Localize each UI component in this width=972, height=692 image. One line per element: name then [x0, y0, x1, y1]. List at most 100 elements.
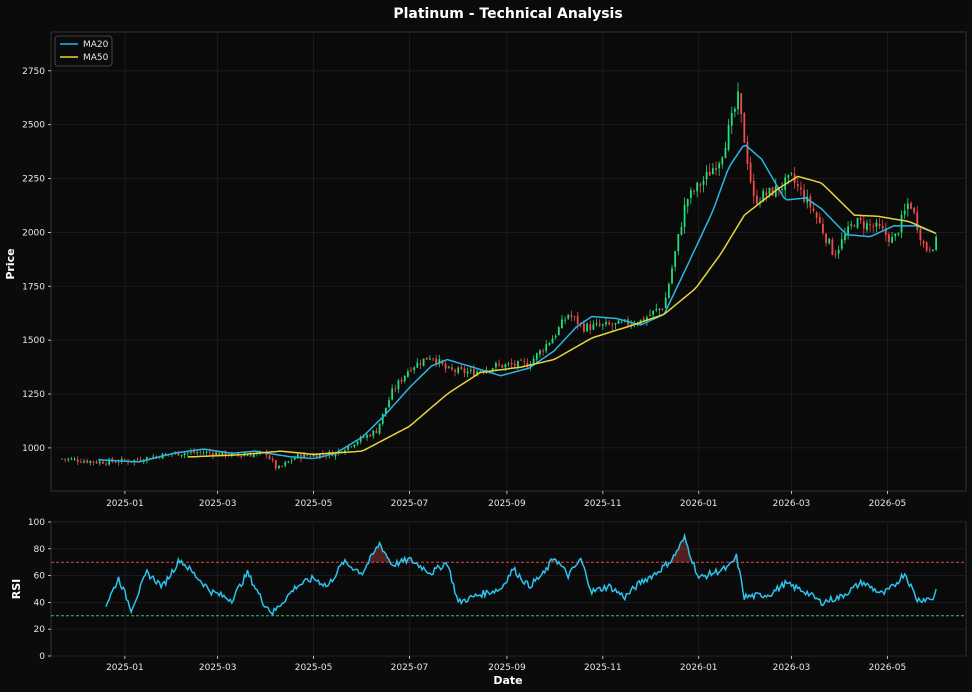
candle-body-down: [92, 461, 95, 463]
candle-body-down: [523, 361, 526, 362]
candle-body-up: [844, 234, 846, 241]
candle-body-down: [526, 362, 529, 368]
candle-body-up: [567, 314, 570, 319]
candle-body-down: [193, 451, 195, 453]
candle-body-up: [495, 363, 497, 368]
candle-body-up: [645, 316, 648, 321]
candle-body-down: [410, 370, 412, 372]
candle-body-up: [517, 360, 519, 367]
candle-body-up: [903, 210, 906, 215]
candle-body-up: [98, 461, 101, 464]
candle-body-up: [850, 224, 853, 226]
candle-body-up: [617, 320, 620, 324]
candle-body-up: [312, 454, 315, 457]
candle-body-down: [928, 249, 931, 251]
candle-body-up: [683, 204, 686, 227]
candle-body-up: [718, 163, 721, 169]
candle-body-down: [862, 221, 865, 229]
candle-body-down: [139, 459, 142, 462]
candle-body-down: [746, 141, 749, 164]
candle-body-up: [366, 434, 368, 438]
candle-body-down: [501, 364, 504, 368]
candle-body-up: [205, 451, 208, 453]
candle-body-up: [416, 362, 419, 368]
candle-body-down: [105, 463, 107, 465]
price-x-tick-label: 2025-09: [488, 499, 526, 509]
rsi-y-ticks: 0 20 40 60 80 100: [28, 518, 51, 662]
candle-body-up: [190, 451, 192, 453]
candle-body-up: [287, 461, 290, 463]
candle-body-up: [215, 452, 217, 457]
candle-body-down: [771, 187, 774, 196]
candle-body-up: [658, 308, 661, 310]
candle-body-up: [664, 298, 667, 309]
candle-body-down: [520, 359, 522, 361]
candle-body-down: [642, 318, 645, 321]
candle-body-up: [164, 454, 167, 455]
candle-body-down: [916, 212, 919, 230]
price-x-tick-label: 2025-05: [295, 499, 333, 509]
candle-body-up: [561, 319, 563, 329]
price-x-tick-label: 2026-05: [869, 499, 907, 509]
candle-body-down: [699, 184, 702, 186]
rsi-x-tick-label: 2026-05: [869, 663, 907, 673]
candle-body-up: [413, 367, 416, 371]
rsi-x-tick-label: 2025-09: [488, 663, 526, 673]
candle-body-down: [435, 358, 438, 364]
rsi-x-ticks: 2025-01 2025-03 2025-05 2025-07 2025-09 2025-…: [106, 656, 906, 673]
candle-body-down: [510, 362, 513, 365]
candle-body-down: [812, 208, 815, 211]
rsi-y-tick-label: 100: [28, 518, 45, 528]
candle-body-down: [573, 316, 576, 318]
candle-body-up: [781, 188, 783, 190]
candle-body-down: [749, 162, 752, 182]
candle-body-up: [790, 173, 793, 175]
candle-body-up: [180, 454, 183, 456]
candle-body-down: [715, 168, 717, 170]
candle-body-up: [724, 147, 727, 159]
candle-body-up: [504, 364, 507, 368]
candle-body-down: [425, 357, 428, 360]
candle-body-up: [730, 113, 733, 126]
candle-body-down: [61, 458, 63, 460]
candle-body-down: [315, 454, 318, 458]
candle-body-up: [293, 457, 296, 460]
candle-body-up: [837, 249, 840, 254]
candle-body-down: [818, 217, 821, 224]
candle-body-up: [391, 388, 394, 400]
rsi-y-tick-label: 40: [34, 598, 46, 608]
candle-body-up: [652, 310, 655, 315]
candle-body-down: [274, 460, 277, 469]
rsi-x-tick-label: 2026-03: [773, 663, 811, 673]
rsi-x-tick-label: 2025-01: [106, 663, 144, 673]
price-y-tick-label: 2750: [22, 67, 45, 77]
candle-body-up: [866, 223, 868, 231]
candle-body-up: [252, 454, 255, 457]
candle-body-down: [815, 212, 818, 218]
candle-body-down: [64, 458, 67, 460]
candle-body-down: [608, 322, 611, 325]
candle-body-down: [208, 451, 211, 453]
rsi-y-tick-label: 60: [34, 572, 46, 582]
candle-body-up: [381, 413, 384, 424]
price-y-tick-label: 1000: [22, 444, 45, 454]
candle-body-up: [284, 462, 287, 466]
candle-body-up: [146, 457, 148, 461]
candle-body-up: [372, 430, 375, 437]
candle-body-down: [463, 368, 466, 373]
candle-body-up: [491, 368, 494, 372]
candle-body-up: [108, 459, 111, 465]
candle-body-up: [353, 444, 356, 447]
price-x-tick-label: 2025-11: [584, 499, 622, 509]
candle-body-down: [432, 358, 434, 360]
candle-body-up: [70, 458, 73, 460]
candle-body-down: [444, 363, 447, 369]
ma20-series-line: [98, 144, 935, 463]
candle-body-up: [696, 182, 699, 192]
candle-body-down: [212, 452, 214, 456]
candle-body-down: [249, 454, 252, 457]
candle-body-up: [476, 371, 478, 376]
rsi-y-axis-label: RSI: [10, 579, 23, 600]
price-y-tick-label: 1250: [22, 390, 45, 400]
